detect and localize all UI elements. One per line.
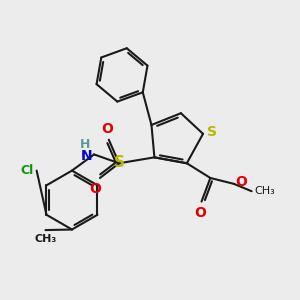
Text: N: N bbox=[81, 149, 93, 163]
Text: S: S bbox=[114, 155, 124, 170]
Text: O: O bbox=[236, 176, 247, 189]
Text: CH₃: CH₃ bbox=[254, 186, 275, 196]
Text: O: O bbox=[194, 206, 206, 220]
Text: H: H bbox=[80, 139, 91, 152]
Text: CH₃: CH₃ bbox=[34, 234, 57, 244]
Text: O: O bbox=[101, 122, 113, 136]
Text: O: O bbox=[90, 182, 101, 197]
Text: S: S bbox=[207, 125, 218, 139]
Text: Cl: Cl bbox=[20, 164, 34, 176]
